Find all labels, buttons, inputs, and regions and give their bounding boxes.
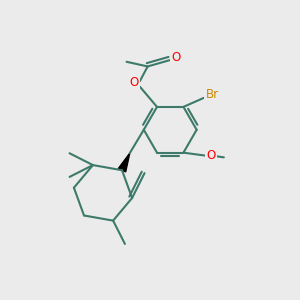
Polygon shape <box>118 153 130 172</box>
Text: O: O <box>171 51 180 64</box>
Text: O: O <box>130 76 139 89</box>
Text: O: O <box>207 149 216 162</box>
Text: Br: Br <box>206 88 219 101</box>
